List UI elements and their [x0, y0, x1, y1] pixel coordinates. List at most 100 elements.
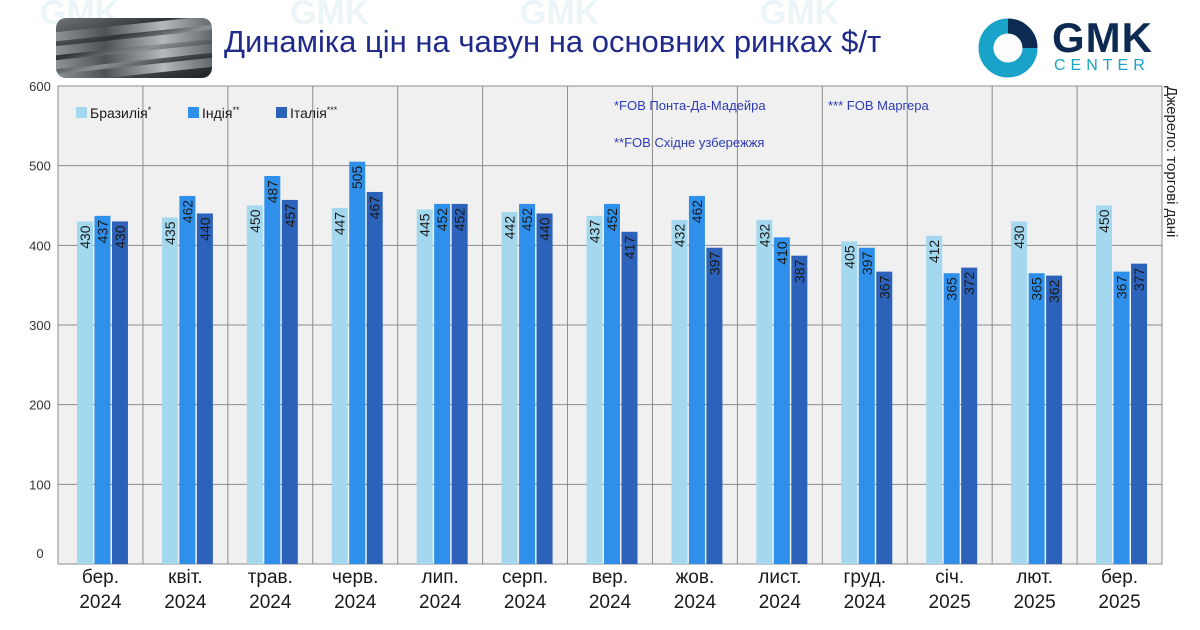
- bar: [756, 219, 773, 564]
- data-label: 430: [77, 225, 93, 249]
- x-tick-label-year: 2024: [249, 592, 292, 613]
- data-label: 412: [926, 240, 942, 264]
- bar: [434, 203, 451, 564]
- x-tick-label-month: груд.: [844, 567, 887, 588]
- data-label: 437: [587, 220, 603, 244]
- page-title: Динаміка цін на чавун на основних ринках…: [224, 24, 882, 59]
- data-label: 377: [1131, 267, 1147, 291]
- data-label: 442: [502, 216, 518, 240]
- x-tick-label-year: 2024: [589, 592, 632, 613]
- data-label: 440: [197, 217, 213, 241]
- x-tick-label-year: 2024: [419, 592, 462, 613]
- x-tick-label-year: 2024: [844, 592, 887, 613]
- data-label: 445: [417, 213, 433, 237]
- bar: [791, 255, 808, 564]
- bar: [586, 215, 603, 564]
- bar: [501, 211, 518, 564]
- bar: [621, 231, 638, 565]
- data-label: 397: [706, 252, 722, 276]
- data-label: 450: [1096, 209, 1112, 233]
- x-tick-label-year: 2024: [79, 592, 122, 613]
- bar: [349, 161, 366, 564]
- logo-main: GMK: [1052, 14, 1153, 61]
- x-tick-label-year: 2024: [504, 592, 547, 613]
- bar: [196, 213, 213, 564]
- footnote: *** FOB Маргера: [828, 98, 929, 113]
- data-label: 397: [859, 252, 875, 276]
- data-label: 432: [756, 224, 772, 248]
- legend-label: Індія**: [202, 105, 240, 121]
- bar: [451, 203, 468, 564]
- data-label: 365: [1029, 277, 1045, 301]
- y-tick-label: 400: [29, 238, 51, 253]
- bar: [1046, 275, 1063, 564]
- data-label: 467: [367, 196, 383, 220]
- pig-iron-photo: [56, 18, 212, 78]
- bar: [706, 247, 723, 564]
- bar: [519, 203, 536, 564]
- x-tick-label-month: лют.: [1016, 567, 1053, 588]
- bar: [179, 195, 196, 564]
- bar: [246, 205, 263, 564]
- x-tick-label-month: трав.: [248, 567, 293, 588]
- data-label: 405: [841, 245, 857, 269]
- bar: [604, 203, 620, 564]
- bar: [773, 237, 790, 564]
- data-label: 450: [247, 209, 263, 233]
- x-tick-label-month: лип.: [422, 567, 459, 588]
- y-tick-label: 100: [29, 477, 51, 492]
- data-label: 372: [961, 271, 977, 295]
- bar: [943, 273, 960, 564]
- y-tick-label: 600: [29, 79, 51, 94]
- logo-ring-icon: [978, 18, 1038, 78]
- x-tick-label-month: лист.: [758, 567, 801, 588]
- watermark: GMK: [290, 0, 370, 32]
- x-tick-label-month: черв.: [332, 567, 378, 588]
- data-label: 505: [349, 165, 365, 189]
- logo-sub: CENTER: [1054, 57, 1150, 74]
- bar: [841, 241, 858, 564]
- data-label: 487: [264, 180, 280, 204]
- legend-swatch: [276, 107, 287, 118]
- x-tick-label-month: квіт.: [168, 567, 203, 588]
- y-tick-label: 0: [36, 546, 43, 561]
- x-tick-label-month: бер.: [82, 567, 119, 588]
- y-tick-label: 300: [29, 318, 51, 333]
- footnote: **FOB Східне узбережжя: [614, 135, 764, 150]
- bar: [264, 176, 281, 565]
- bar: [536, 213, 553, 564]
- bar: [1096, 205, 1113, 564]
- y-tick-label: 200: [29, 398, 51, 413]
- legend-swatch: [76, 107, 87, 118]
- x-tick-label-year: 2024: [674, 592, 717, 613]
- watermark: GMK: [520, 0, 600, 32]
- bar: [1028, 273, 1045, 564]
- bar: [416, 209, 433, 564]
- data-label: 365: [944, 277, 960, 301]
- data-label: 440: [537, 217, 553, 241]
- data-label: 452: [452, 208, 468, 232]
- x-tick-label-year: 2024: [164, 592, 207, 613]
- x-tick-label-month: серп.: [502, 567, 548, 588]
- legend-swatch: [188, 107, 199, 118]
- bar: [858, 247, 875, 564]
- bar: [876, 271, 893, 564]
- legend-label: Італія***: [290, 105, 338, 121]
- x-tick-label-month: жов.: [676, 567, 715, 588]
- x-tick-label-year: 2025: [1098, 592, 1140, 613]
- bar: [961, 267, 978, 564]
- x-tick-label-year: 2025: [929, 592, 971, 613]
- bar: [94, 215, 111, 564]
- data-label: 362: [1046, 279, 1062, 303]
- data-label: 367: [1114, 275, 1130, 299]
- data-label: 452: [604, 208, 620, 232]
- bar: [331, 207, 348, 564]
- data-label: 430: [112, 225, 128, 249]
- data-label: 432: [671, 224, 687, 248]
- x-tick-label-month: січ.: [935, 567, 964, 588]
- bar: [161, 217, 178, 564]
- y-tick-label: 500: [29, 159, 51, 174]
- x-tick-label-year: 2024: [334, 592, 377, 613]
- footnote: *FOB Понта-Да-Мадейра: [614, 98, 766, 113]
- bar: [281, 199, 298, 564]
